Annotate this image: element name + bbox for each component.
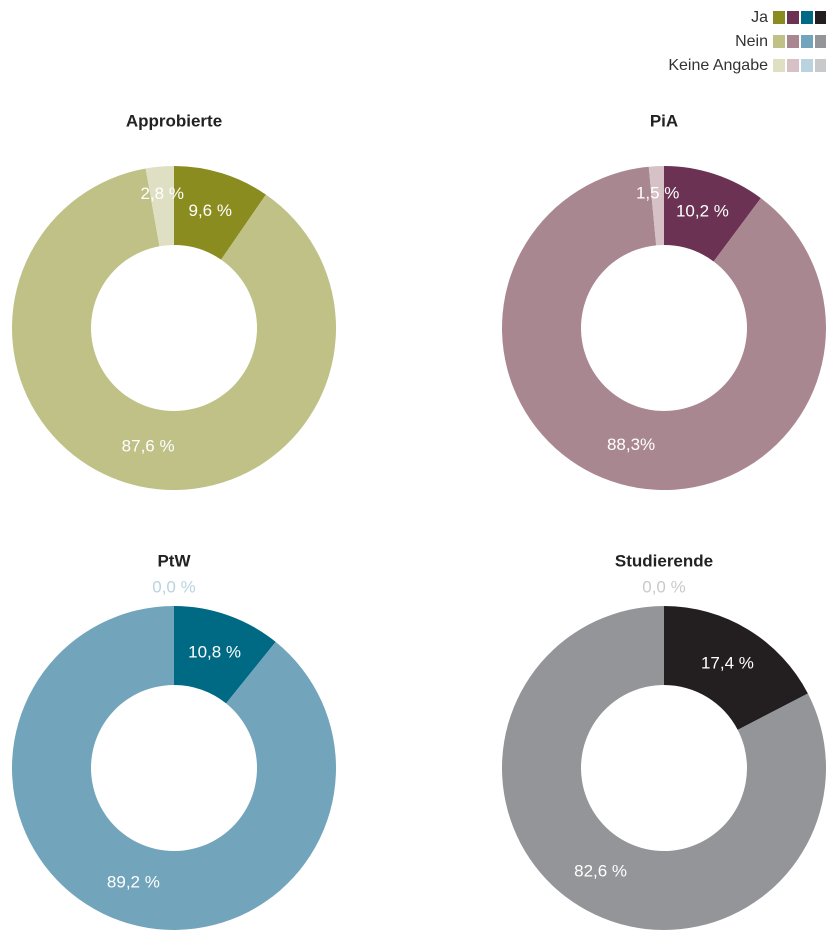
data-label: 9,6 % xyxy=(188,201,231,220)
donut-slice xyxy=(664,606,808,730)
legend-swatch xyxy=(787,35,799,48)
legend-swatch xyxy=(801,59,813,72)
data-label: 82,6 % xyxy=(574,862,627,881)
donut-slice xyxy=(502,166,826,490)
legend-label: Ja xyxy=(751,9,768,26)
legend-swatch xyxy=(815,59,826,72)
legend-swatch xyxy=(787,59,799,72)
legend-label: Nein xyxy=(735,33,768,50)
chart-title: Approbierte xyxy=(126,111,222,130)
chart-title: PiA xyxy=(650,111,678,130)
donut-slice xyxy=(12,606,337,930)
data-label: 2,8 % xyxy=(140,184,183,203)
data-label: 87,6 % xyxy=(122,437,175,456)
legend-swatch xyxy=(815,11,826,24)
data-label: 17,4 % xyxy=(701,653,754,672)
donut-slice xyxy=(664,166,761,262)
legend-swatch xyxy=(773,11,785,24)
data-label: 1,5 % xyxy=(636,184,679,203)
legend-swatch xyxy=(787,11,799,24)
donut-slice xyxy=(174,606,276,704)
legend-swatch xyxy=(773,35,785,48)
legend-swatch xyxy=(773,59,785,72)
data-label: 88,3% xyxy=(607,435,655,454)
legend-label: Keine Angabe xyxy=(668,57,768,74)
data-label: 10,8 % xyxy=(188,642,241,661)
chart-title: PtW xyxy=(157,551,191,570)
legend-swatch xyxy=(801,11,813,24)
donut-slice xyxy=(12,168,337,490)
legend-swatch xyxy=(801,35,813,48)
donut-slice xyxy=(502,606,826,930)
data-label: 10,2 % xyxy=(676,202,729,221)
data-label: 89,2 % xyxy=(107,873,160,892)
data-label: 0,0 % xyxy=(152,577,195,596)
donut-slice xyxy=(174,166,266,260)
chart-title: Studierende xyxy=(615,551,713,570)
legend-swatch xyxy=(815,35,826,48)
donut-slice xyxy=(648,166,664,246)
donut-slice xyxy=(145,166,174,247)
data-label: 0,0 % xyxy=(642,577,685,596)
